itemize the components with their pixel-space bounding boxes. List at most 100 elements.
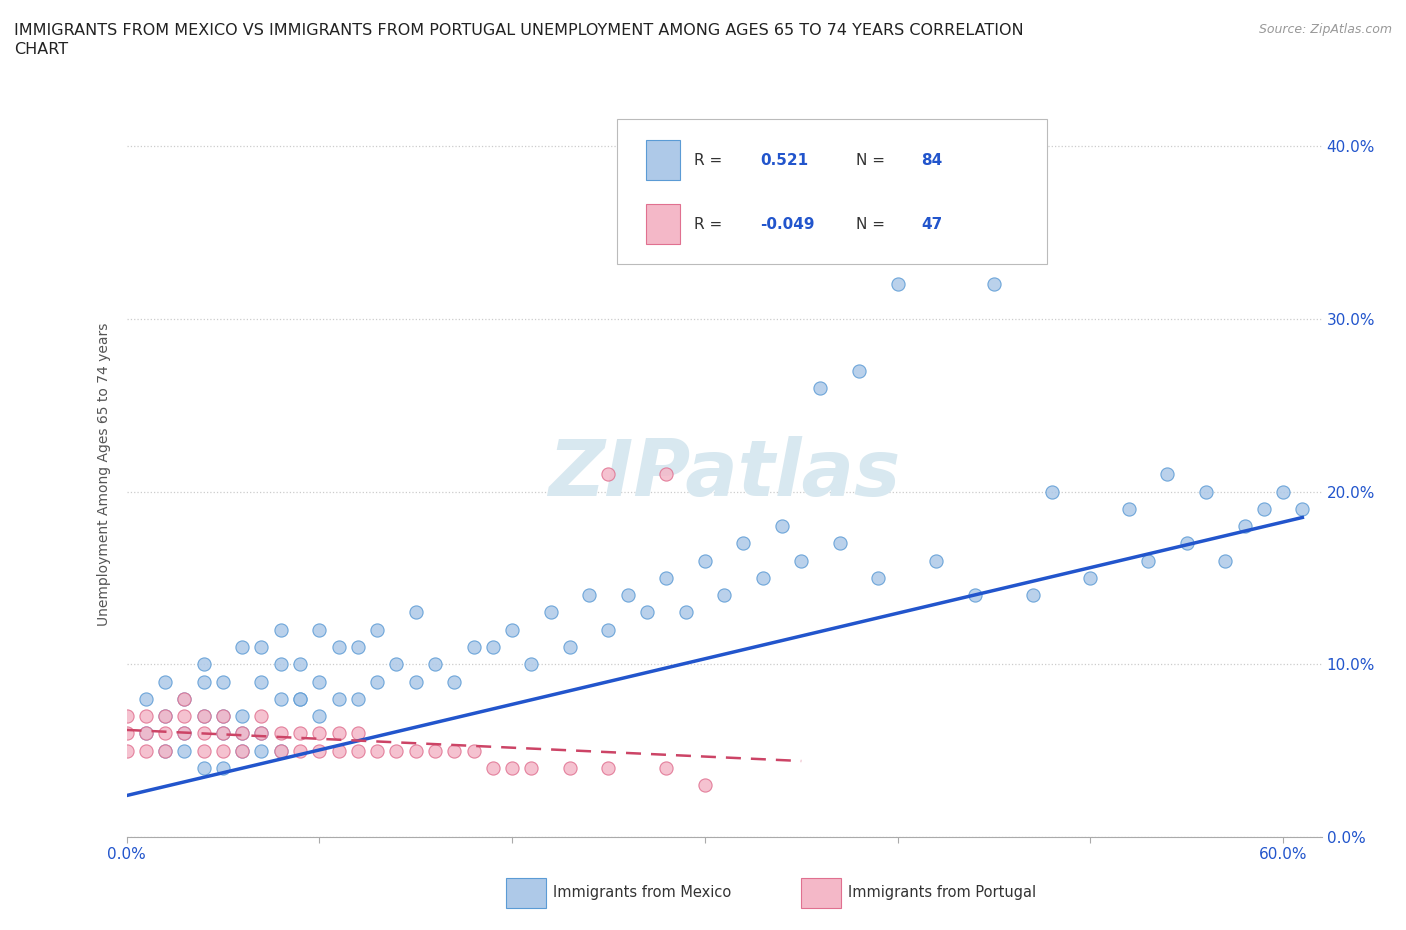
FancyBboxPatch shape	[616, 119, 1046, 264]
Point	[693, 777, 716, 792]
Point	[655, 467, 678, 482]
Point	[366, 674, 388, 689]
Point	[193, 657, 215, 671]
Point	[963, 588, 986, 603]
Point	[501, 761, 523, 776]
Point	[925, 553, 948, 568]
Point	[270, 691, 292, 706]
Text: 84: 84	[921, 153, 942, 167]
Point	[231, 726, 253, 741]
Point	[481, 640, 503, 655]
Point	[385, 743, 408, 758]
Text: CHART: CHART	[14, 42, 67, 57]
Point	[193, 674, 215, 689]
Point	[212, 743, 235, 758]
Point	[636, 605, 658, 620]
Point	[153, 726, 176, 741]
Point	[1156, 467, 1178, 482]
Point	[713, 588, 735, 603]
Point	[250, 743, 273, 758]
Text: N =: N =	[855, 217, 890, 232]
Point	[270, 657, 292, 671]
Text: ZIPatlas: ZIPatlas	[548, 436, 900, 512]
Point	[733, 536, 755, 551]
Point	[423, 657, 446, 671]
Point	[598, 467, 620, 482]
Point	[443, 743, 465, 758]
Point	[868, 570, 890, 585]
Point	[173, 691, 195, 706]
Point	[173, 691, 195, 706]
Point	[250, 674, 273, 689]
Point	[231, 743, 253, 758]
Point	[1137, 553, 1160, 568]
Point	[347, 691, 370, 706]
Point	[1175, 536, 1198, 551]
Point	[675, 605, 697, 620]
Text: Source: ZipAtlas.com: Source: ZipAtlas.com	[1258, 23, 1392, 36]
Point	[231, 726, 253, 741]
Point	[115, 709, 138, 724]
Point	[270, 743, 292, 758]
Point	[135, 726, 157, 741]
Point	[828, 536, 851, 551]
Point	[848, 364, 870, 379]
Point	[212, 674, 235, 689]
Point	[770, 519, 793, 534]
Point	[173, 726, 195, 741]
Point	[193, 726, 215, 741]
Point	[135, 743, 157, 758]
Point	[886, 277, 908, 292]
Point	[270, 622, 292, 637]
Point	[135, 726, 157, 741]
Point	[153, 743, 176, 758]
Point	[231, 743, 253, 758]
Point	[288, 691, 311, 706]
Point	[212, 761, 235, 776]
Point	[250, 726, 273, 741]
Point	[481, 761, 503, 776]
Point	[655, 570, 678, 585]
Point	[193, 709, 215, 724]
Point	[212, 709, 235, 724]
Point	[443, 674, 465, 689]
Point	[405, 674, 427, 689]
Point	[463, 640, 485, 655]
Point	[308, 622, 330, 637]
Point	[308, 709, 330, 724]
Point	[463, 743, 485, 758]
Point	[270, 726, 292, 741]
Point	[135, 691, 157, 706]
Text: N =: N =	[855, 153, 890, 167]
Point	[328, 726, 350, 741]
Point	[308, 726, 330, 741]
Text: R =: R =	[695, 217, 727, 232]
Point	[250, 640, 273, 655]
Text: -0.049: -0.049	[759, 217, 814, 232]
Point	[405, 605, 427, 620]
Point	[153, 709, 176, 724]
Point	[366, 743, 388, 758]
Point	[1291, 501, 1313, 516]
Point	[212, 726, 235, 741]
Text: R =: R =	[695, 153, 727, 167]
Point	[250, 726, 273, 741]
Point	[250, 709, 273, 724]
Point	[1021, 588, 1043, 603]
Y-axis label: Unemployment Among Ages 65 to 74 years: Unemployment Among Ages 65 to 74 years	[97, 323, 111, 626]
Point	[328, 691, 350, 706]
Point	[135, 709, 157, 724]
Text: Immigrants from Portugal: Immigrants from Portugal	[848, 885, 1036, 900]
Point	[115, 743, 138, 758]
Point	[598, 622, 620, 637]
Point	[308, 743, 330, 758]
Point	[288, 691, 311, 706]
Point	[423, 743, 446, 758]
FancyBboxPatch shape	[647, 204, 681, 244]
Point	[115, 726, 138, 741]
Point	[347, 726, 370, 741]
Point	[212, 726, 235, 741]
Point	[790, 553, 813, 568]
Point	[810, 380, 832, 395]
Point	[366, 622, 388, 637]
